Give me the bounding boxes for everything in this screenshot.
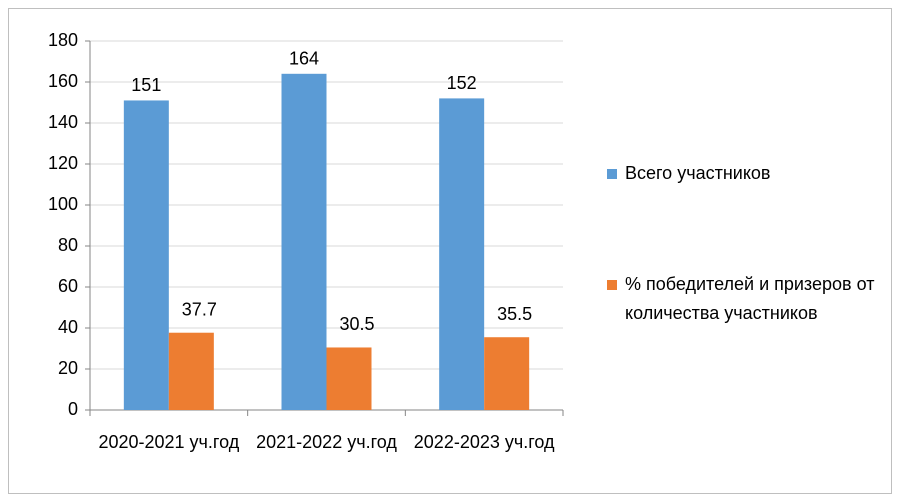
data-label: 164	[289, 49, 319, 69]
bar	[281, 73, 327, 411]
data-label: 35.5	[497, 304, 532, 324]
bar	[484, 337, 530, 410]
bar	[326, 347, 372, 410]
y-tick-label: 160	[48, 71, 78, 91]
legend-swatch	[607, 280, 617, 290]
y-tick-label: 140	[48, 112, 78, 132]
y-tick-label: 120	[48, 153, 78, 173]
data-label: 152	[447, 73, 477, 93]
legend-label: Всего участников	[625, 163, 771, 183]
y-tick-label: 180	[48, 30, 78, 50]
y-tick-label: 40	[58, 317, 78, 337]
y-tick-label: 20	[58, 358, 78, 378]
data-label: 37.7	[182, 299, 217, 319]
legend-swatch	[607, 169, 617, 179]
y-tick-label: 60	[58, 276, 78, 296]
x-tick-label: 2021-2022 уч.год	[256, 432, 397, 452]
x-tick-label: 2022-2023 уч.год	[413, 432, 555, 452]
bar	[168, 332, 214, 410]
data-label: 151	[131, 75, 161, 95]
x-tick-label: 2020-2021 уч.год	[98, 432, 240, 452]
data-label: 30.5	[339, 314, 374, 334]
y-tick-label: 80	[58, 235, 78, 255]
legend-label: % победителей и призеров от количества у…	[625, 274, 875, 323]
y-tick-label: 100	[48, 194, 78, 214]
bar	[123, 100, 169, 410]
y-tick-label: 0	[68, 399, 78, 419]
bar	[439, 98, 485, 411]
